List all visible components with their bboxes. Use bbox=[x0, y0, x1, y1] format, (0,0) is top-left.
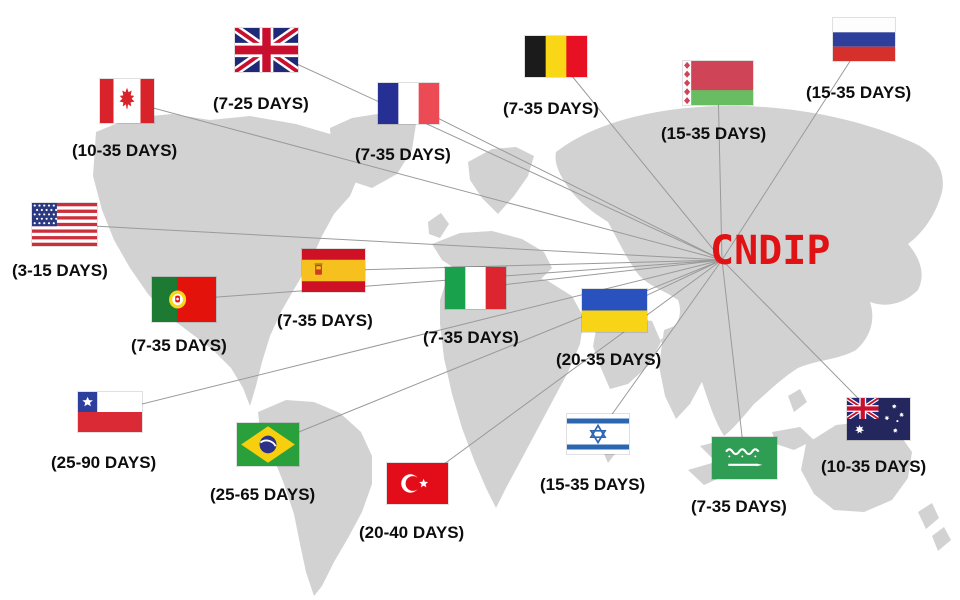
turkey-flag bbox=[387, 463, 448, 504]
route-line-belarus bbox=[717, 82, 723, 261]
route-line-russia bbox=[721, 39, 865, 261]
route-line-italy bbox=[475, 259, 723, 289]
route-line-saudi_arabia bbox=[721, 259, 745, 459]
brand-title: CNDIP bbox=[710, 228, 831, 274]
shipping-routes bbox=[64, 39, 879, 484]
uk-days-label: (7-25 DAYS) bbox=[213, 94, 309, 113]
saudi_arabia-flag bbox=[712, 437, 777, 479]
brazil-flag bbox=[237, 423, 299, 466]
route-line-chile bbox=[109, 259, 723, 413]
chile-flag bbox=[78, 392, 142, 432]
belgium-days-label: (7-35 DAYS) bbox=[503, 99, 599, 118]
france-days-label: (7-35 DAYS) bbox=[355, 145, 451, 164]
route-line-belgium bbox=[555, 56, 723, 261]
canada-days-label: (10-35 DAYS) bbox=[72, 141, 178, 160]
route-line-canada bbox=[126, 100, 723, 261]
spain-days-label: (7-35 DAYS) bbox=[277, 311, 373, 330]
italy-flag bbox=[445, 267, 506, 309]
australia-flag bbox=[847, 398, 910, 440]
belarus-days-label: (15-35 DAYS) bbox=[661, 124, 767, 143]
portugal-flag bbox=[152, 277, 216, 322]
saudi_arabia-days-label: (7-35 DAYS) bbox=[691, 497, 787, 516]
uk-flag bbox=[235, 28, 298, 72]
chile-days-label: (25-90 DAYS) bbox=[51, 453, 157, 472]
canada-flag bbox=[100, 79, 154, 123]
russia-flag bbox=[833, 18, 895, 61]
route-line-uk bbox=[266, 49, 723, 261]
ukraine-days-label: (20-35 DAYS) bbox=[556, 350, 662, 369]
portugal-days-label: (7-35 DAYS) bbox=[131, 336, 227, 355]
turkey-days-label: (20-40 DAYS) bbox=[359, 523, 465, 542]
italy-days-label: (7-35 DAYS) bbox=[423, 328, 519, 347]
ukraine-flag bbox=[582, 289, 647, 332]
route-line-france bbox=[408, 103, 723, 261]
route-line-spain bbox=[333, 259, 723, 271]
route-line-turkey bbox=[417, 259, 723, 484]
israel-flag bbox=[567, 414, 629, 454]
belarus-flag bbox=[683, 61, 753, 105]
route-line-usa bbox=[64, 224, 723, 261]
russia-days-label: (15-35 DAYS) bbox=[806, 83, 912, 102]
brazil-days-label: (25-65 DAYS) bbox=[210, 485, 316, 504]
spain-flag bbox=[302, 249, 365, 292]
australia-days-label: (10-35 DAYS) bbox=[821, 457, 927, 476]
france-flag bbox=[378, 83, 439, 124]
usa-flag bbox=[32, 203, 97, 246]
route-line-israel bbox=[597, 259, 723, 435]
continents bbox=[93, 105, 951, 596]
israel-days-label: (15-35 DAYS) bbox=[540, 475, 646, 494]
belgium-flag bbox=[525, 36, 587, 77]
route-line-australia bbox=[721, 259, 879, 420]
usa-days-label: (3-15 DAYS) bbox=[12, 261, 108, 280]
